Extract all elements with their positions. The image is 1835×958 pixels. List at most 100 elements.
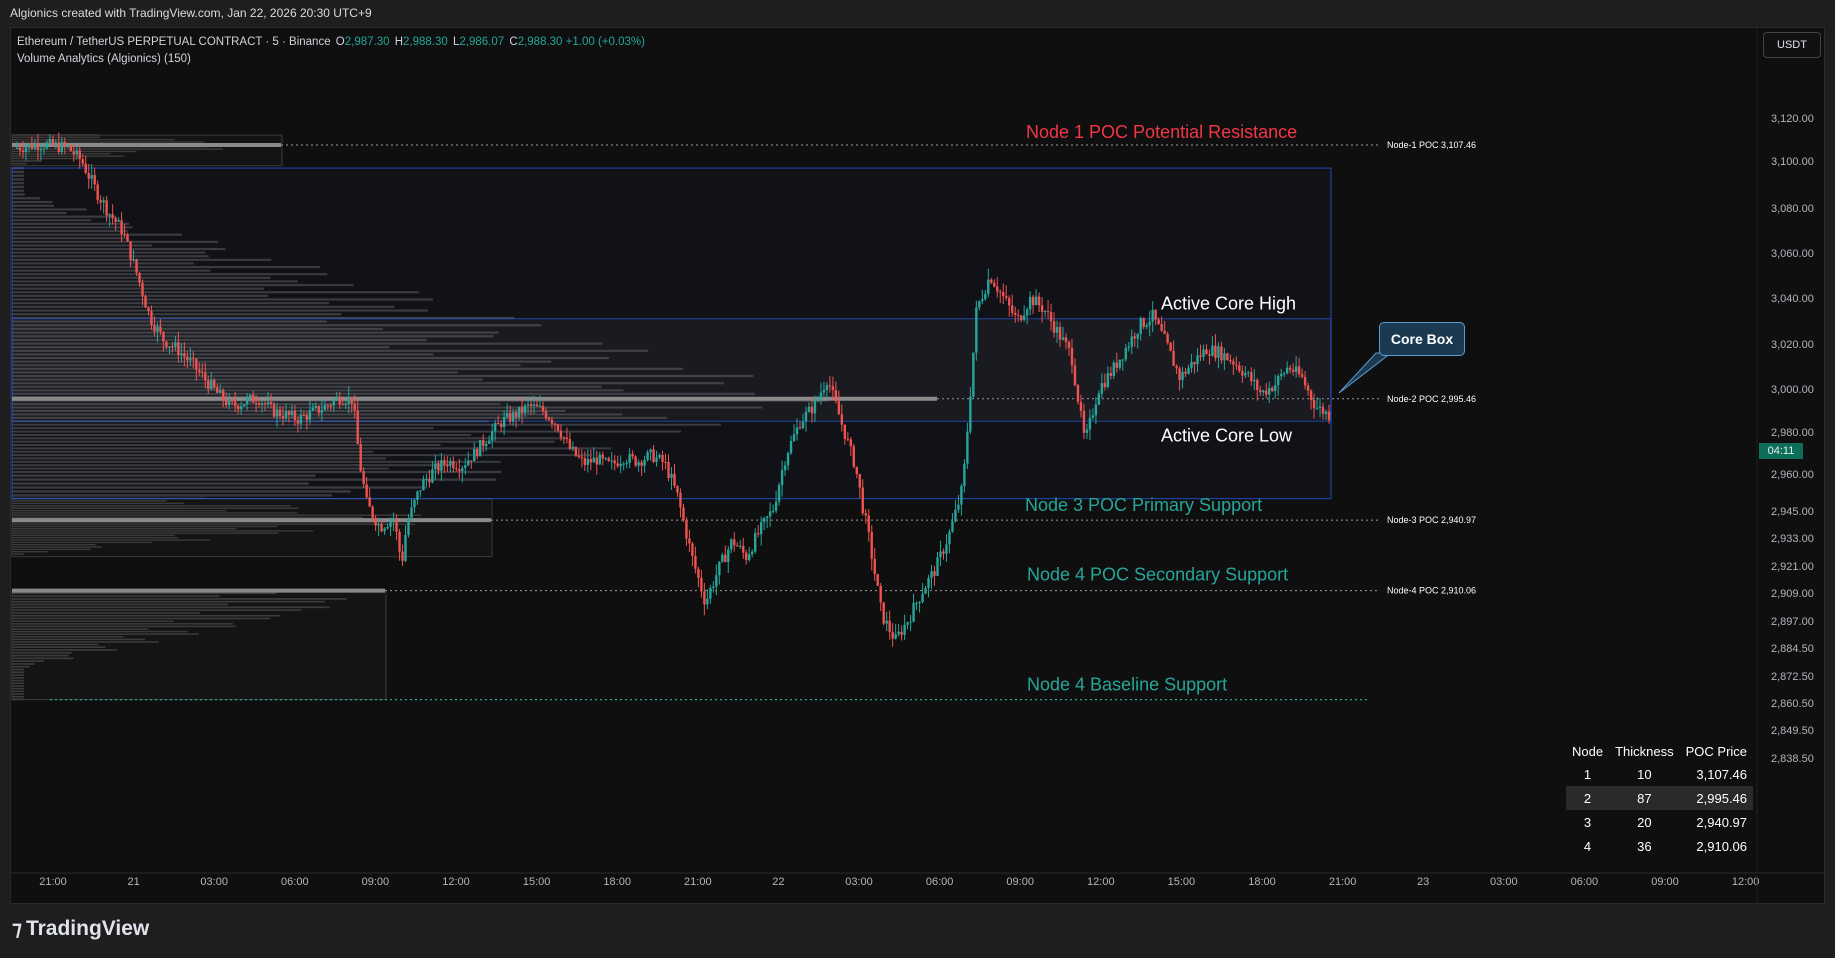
- tradingview-wordmark: TradingView: [25, 916, 150, 940]
- candle-body: [147, 307, 150, 312]
- candle-body: [1256, 379, 1259, 391]
- profile-bar: [12, 374, 754, 378]
- profile-bar: [12, 646, 106, 649]
- candle-body: [222, 390, 225, 401]
- candle-body: [1279, 374, 1283, 377]
- core-box-callout: Core Box: [1379, 322, 1465, 356]
- profile-bar: [12, 342, 603, 345]
- currency-button[interactable]: USDT: [1763, 32, 1821, 58]
- profile-bar: [12, 162, 27, 165]
- candle-body: [771, 510, 775, 512]
- candle-body: [93, 175, 96, 185]
- low-value: 2,986.07: [459, 36, 505, 48]
- candle-body: [909, 621, 912, 623]
- candle-body: [1163, 330, 1166, 335]
- candle-body: [559, 430, 563, 438]
- candle-body: [39, 148, 43, 151]
- candle-body: [287, 411, 291, 415]
- candle-body: [786, 453, 790, 466]
- open-value: 2,987.30: [344, 36, 390, 48]
- symbol-title[interactable]: Ethereum / TetherUS PERPETUAL CONTRACT ·…: [17, 36, 331, 48]
- profile-bar: [12, 291, 420, 294]
- candle-body: [730, 539, 733, 550]
- top-caption: Algionics created with TradingView.com, …: [10, 6, 372, 20]
- candle-body: [150, 311, 153, 326]
- candle-body: [688, 538, 691, 544]
- candle-body: [1028, 296, 1032, 310]
- callout-pointer: [1338, 352, 1393, 394]
- candle-body: [505, 412, 509, 417]
- candle-body: [1193, 361, 1196, 365]
- price-chart[interactable]: 3,120.00 3,100.00 3,080.00 3,060.00 3,040.00…: [11, 28, 1825, 904]
- candle-body: [114, 218, 117, 222]
- candle-body: [1208, 354, 1211, 356]
- candle-body: [780, 470, 784, 485]
- candle-body: [765, 516, 769, 519]
- open-label: O: [335, 36, 345, 48]
- candle-body: [111, 214, 114, 219]
- profile-bar: [12, 222, 130, 225]
- candle-body: [180, 353, 183, 356]
- candle-body: [1294, 366, 1298, 372]
- candle-body: [1067, 342, 1071, 348]
- candle-body: [733, 539, 736, 546]
- candle-body: [634, 456, 637, 466]
- candle-body: [27, 143, 31, 148]
- chart-pane[interactable]: 3,120.00 3,100.00 3,080.00 3,060.00 3,040.00…: [10, 27, 1825, 904]
- candle-body: [281, 416, 285, 419]
- candle-body: [126, 234, 129, 242]
- price-tick-label: 2,897.00: [1771, 616, 1814, 628]
- profile-bar: [12, 427, 434, 430]
- candle-body: [951, 521, 954, 532]
- profile-bar: [12, 378, 483, 381]
- poc-label: Node-1 POC 3,107.46: [1387, 140, 1476, 150]
- candle-body: [924, 588, 927, 594]
- tradingview-logo[interactable]: ⁊ TradingView: [12, 916, 149, 941]
- table-cell-node: 2: [1566, 786, 1610, 810]
- profile-bar: [12, 155, 125, 157]
- candle-body: [643, 459, 646, 466]
- candle-body: [24, 147, 28, 153]
- candle-body: [1097, 393, 1101, 405]
- candle-body: [254, 402, 258, 404]
- candle-body: [840, 414, 844, 425]
- candle-body: [502, 416, 506, 428]
- candle-body: [852, 446, 856, 467]
- time-tick-label: 12:00: [1087, 876, 1115, 888]
- profile-bar: [12, 690, 24, 693]
- profile-bar: [12, 685, 24, 687]
- candle-body: [969, 396, 972, 432]
- low-label: L: [453, 36, 460, 48]
- candle-body: [446, 464, 449, 466]
- candle-body: [69, 146, 72, 152]
- candle-body: [230, 399, 234, 402]
- profile-bar: [12, 679, 24, 682]
- candle-body: [63, 142, 67, 147]
- candle-body: [374, 517, 377, 526]
- candle-body: [921, 593, 924, 602]
- profile-bar: [12, 423, 721, 426]
- candle-body: [526, 404, 530, 406]
- candle-body: [697, 568, 700, 578]
- profile-bar: [12, 280, 298, 283]
- candle-body: [511, 412, 515, 422]
- candle-body: [129, 241, 132, 261]
- candle-body: [1262, 390, 1265, 393]
- candle-body: [975, 307, 978, 353]
- candle-body: [831, 386, 835, 391]
- candle-body: [138, 272, 141, 283]
- candle-body: [792, 434, 796, 442]
- candle-body: [1142, 318, 1145, 327]
- candle-body: [583, 458, 587, 465]
- candle-body: [1070, 347, 1074, 366]
- candle-body: [216, 387, 219, 393]
- candle-body: [335, 397, 338, 401]
- candle-body: [1136, 333, 1139, 339]
- candle-body: [431, 469, 434, 483]
- candle-body: [1088, 417, 1092, 430]
- indicator-title[interactable]: Volume Analytics (Algionics) (150): [17, 53, 191, 65]
- annotation-core-high: Active Core High: [1161, 294, 1296, 314]
- candle-body: [762, 518, 766, 523]
- candle-body: [1100, 383, 1104, 394]
- profile-bar: [12, 413, 622, 416]
